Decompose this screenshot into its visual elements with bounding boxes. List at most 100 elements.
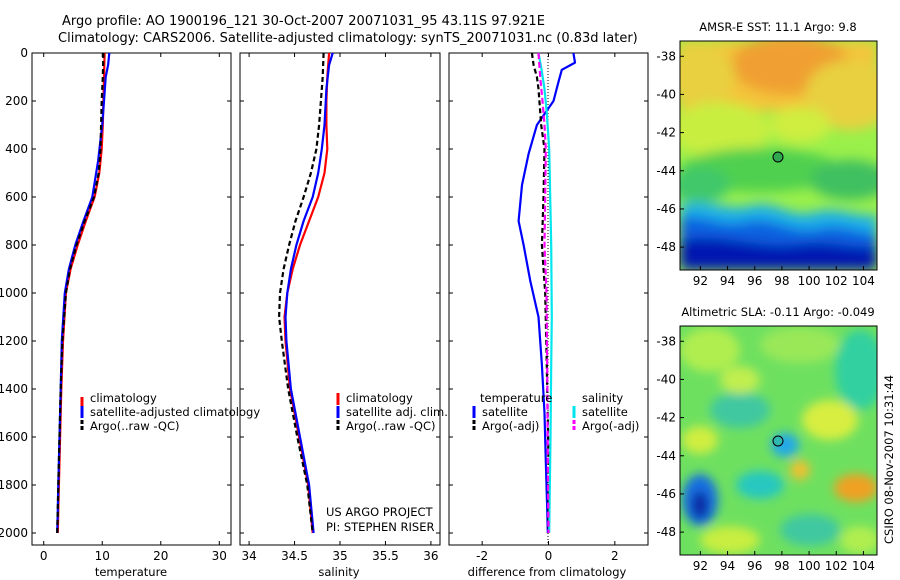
- map-x-tick-label: 100: [798, 274, 821, 288]
- legend-label: Argo(-adj): [482, 419, 539, 433]
- figure-title-line1: Argo profile: AO 1900196_121 30-Oct-2007…: [62, 14, 545, 29]
- salinity-legend: climatology satellite adj. clim. Argo(..…: [336, 391, 448, 433]
- legend-title-salinity: salinity: [582, 391, 623, 405]
- sst-map-ticks: 92 94 96 98 100 102 104 -38 -40 -42 -44 -46 -48: [656, 49, 874, 288]
- map-x-tick-label: 102: [825, 559, 848, 573]
- y-tick-label: 1800: [0, 478, 28, 492]
- sst-map-title: AMSR-E SST: 11.1 Argo: 9.8: [699, 20, 856, 34]
- series-line-climatology: [283, 52, 331, 534]
- difference-panel: -2 0 2 difference from climatology tempera…: [448, 52, 649, 579]
- map-y-tick-label: -46: [656, 487, 676, 501]
- sla-heatmap: [680, 326, 877, 555]
- x-tick-label: 0: [40, 549, 48, 563]
- legend-label: climatology: [346, 391, 413, 405]
- legend-title-temperature: temperature: [480, 391, 552, 405]
- difference-legend: temperature salinity satellite Argo(-adj…: [472, 391, 639, 433]
- legend-label: satellite-adjusted climatology: [90, 405, 260, 419]
- series-line-salinity-argo-adj: [537, 52, 550, 534]
- temperature-xlabel: temperature: [95, 565, 167, 579]
- x-tick-label: 34: [241, 549, 256, 563]
- y-tick-label: 400: [5, 142, 28, 156]
- x-tick-label: 34.5: [281, 549, 308, 563]
- legend-label: Argo(..raw -QC): [90, 419, 180, 433]
- csiro-timestamp: CSIRO 08-Nov-2007 10:31:44: [882, 375, 896, 544]
- x-tick-label: 0: [545, 549, 553, 563]
- map-x-tick-label: 94: [720, 274, 735, 288]
- figure-title-line2: Climatology: CARS2006. Satellite-adjuste…: [58, 31, 638, 46]
- map-x-tick-label: 96: [747, 559, 762, 573]
- map-y-tick-label: -38: [656, 49, 676, 63]
- difference-y-ticks: [449, 52, 648, 534]
- map-x-tick-label: 92: [693, 274, 708, 288]
- sst-map-panel: AMSR-E SST: 11.1 Argo: 9.8 92 94 96 98 100 10…: [656, 20, 878, 288]
- map-x-tick-label: 104: [852, 274, 875, 288]
- salinity-y-ticks: [240, 52, 440, 534]
- series-line-salinity-satellite: [537, 52, 553, 534]
- legend-label: Argo(..raw -QC): [346, 419, 436, 433]
- temperature-legend: climatology satellite-adjusted climatolo…: [80, 391, 260, 433]
- legend-label: satellite adj. clim.: [346, 405, 448, 419]
- series-line-temperature-satellite: [517, 52, 577, 534]
- difference-x-ticks: -2 0 2: [476, 53, 619, 563]
- salinity-panel: 34 34.5 35 35.5 36 salinity climatology sate…: [239, 52, 448, 579]
- temperature-panel: 0 200 400 600 800 1000 1200 1400 1600 1800 2000 0 1…: [0, 46, 260, 579]
- map-y-tick-label: -46: [656, 202, 676, 216]
- salinity-xlabel: salinity: [318, 565, 359, 579]
- difference-series: [517, 52, 577, 534]
- legend-label: satellite: [482, 405, 528, 419]
- y-tick-label: 1000: [0, 286, 28, 300]
- map-x-tick-label: 98: [774, 559, 789, 573]
- argo-location-marker: [772, 151, 784, 163]
- temperature-series: [56, 52, 111, 534]
- y-tick-label: 0: [20, 46, 28, 60]
- sst-map-frame: [679, 40, 878, 271]
- x-tick-label: 36: [423, 549, 438, 563]
- y-tick-label: 200: [5, 94, 28, 108]
- series-line-argo-raw-qc: [278, 52, 325, 534]
- y-tick-label: 1200: [0, 334, 28, 348]
- sla-map-panel: Altimetric SLA: -0.11 Argo: -0.049: [656, 305, 878, 573]
- map-y-tick-label: -40: [656, 87, 676, 101]
- map-x-tick-label: 94: [720, 559, 735, 573]
- map-x-tick-label: 100: [798, 559, 821, 573]
- map-x-tick-label: 102: [825, 274, 848, 288]
- x-tick-label: 2: [611, 549, 619, 563]
- x-tick-label: 20: [153, 549, 168, 563]
- map-y-tick-label: -44: [656, 449, 676, 463]
- sla-map-frame: [679, 325, 878, 556]
- legend-label: climatology: [90, 391, 157, 405]
- series-line-satellite-adjusted-climatology: [56, 52, 111, 534]
- sla-map-ticks: 92 94 96 98 100 102 104 -38 -40 -42 -44 -46 -48: [656, 334, 874, 573]
- sla-map-title: Altimetric SLA: -0.11 Argo: -0.049: [681, 305, 874, 319]
- series-line-satellite-adj-clim: [284, 52, 334, 534]
- project-name: US ARGO PROJECT: [326, 505, 434, 519]
- difference-xlabel: difference from climatology: [468, 565, 627, 579]
- salinity-x-ticks: 34 34.5 35 35.5 36: [241, 53, 439, 563]
- project-pi: PI: STEPHEN RISER: [326, 520, 435, 534]
- salinity-series: [278, 52, 334, 534]
- map-y-tick-label: -48: [656, 525, 676, 539]
- map-x-tick-label: 92: [693, 559, 708, 573]
- map-y-tick-label: -42: [656, 411, 676, 425]
- sst-heatmap: [680, 41, 877, 270]
- temperature-x-ticks: 0 10 20 30: [40, 53, 227, 563]
- series-line-argo-raw-qc: [56, 52, 105, 534]
- x-tick-label: -2: [476, 549, 488, 563]
- y-tick-label: 1600: [0, 430, 28, 444]
- salinity-axes-box: [239, 52, 441, 546]
- temperature-y-ticks: 0 200 400 600 800 1000 1200 1400 1600 1800 2000: [0, 46, 231, 540]
- temperature-axes-box: [31, 52, 232, 546]
- map-y-tick-label: -48: [656, 240, 676, 254]
- x-tick-label: 30: [212, 549, 227, 563]
- y-tick-label: 800: [5, 238, 28, 252]
- map-y-tick-label: -44: [656, 164, 676, 178]
- map-x-tick-label: 98: [774, 274, 789, 288]
- legend-label: satellite: [582, 405, 628, 419]
- map-y-tick-label: -42: [656, 126, 676, 140]
- map-y-tick-label: -38: [656, 334, 676, 348]
- y-tick-label: 2000: [0, 526, 28, 540]
- x-tick-label: 10: [95, 549, 110, 563]
- map-x-tick-label: 96: [747, 274, 762, 288]
- x-tick-label: 35.5: [372, 549, 399, 563]
